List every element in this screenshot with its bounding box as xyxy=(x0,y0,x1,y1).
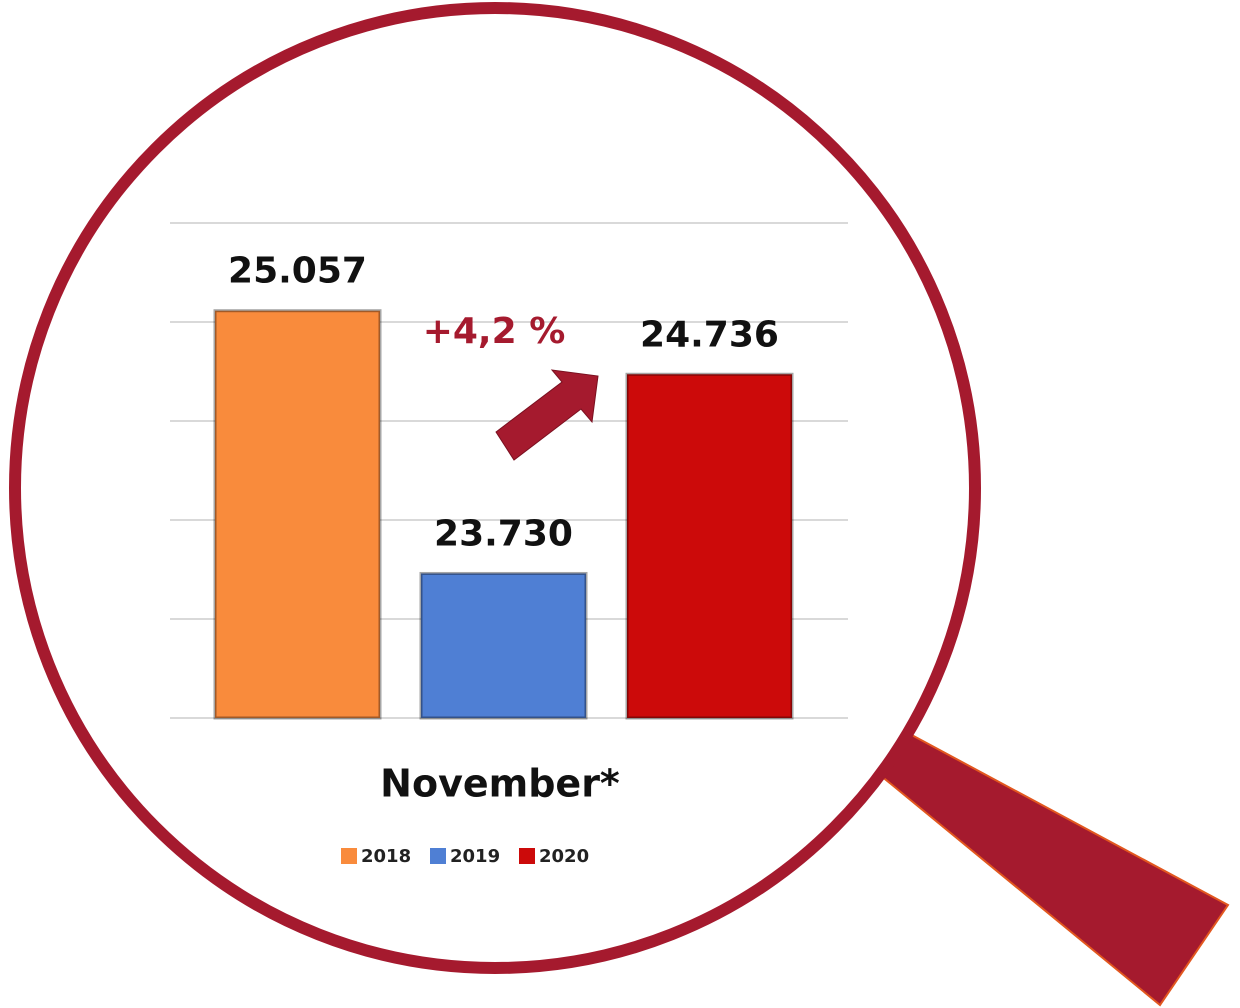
legend-label: 2018 xyxy=(361,846,411,867)
bar xyxy=(215,311,380,718)
change-annotation: +4,2 % xyxy=(423,311,566,352)
legend-swatch xyxy=(519,848,535,864)
legend-label: 2019 xyxy=(450,846,500,867)
value-label: 23.730 xyxy=(434,513,573,554)
legend-swatch xyxy=(430,848,446,864)
legend-label: 2020 xyxy=(539,846,589,867)
category-label: November* xyxy=(380,762,620,806)
legend-swatch xyxy=(341,848,357,864)
chart: 25.057201823.730201924.7362020November* … xyxy=(0,0,1240,1008)
value-label: 25.057 xyxy=(228,251,367,292)
value-label: 24.736 xyxy=(640,314,779,355)
bar xyxy=(627,374,792,718)
magnifier-ring xyxy=(15,8,975,968)
bar xyxy=(421,573,586,718)
magnifier-handle xyxy=(880,733,1228,1005)
